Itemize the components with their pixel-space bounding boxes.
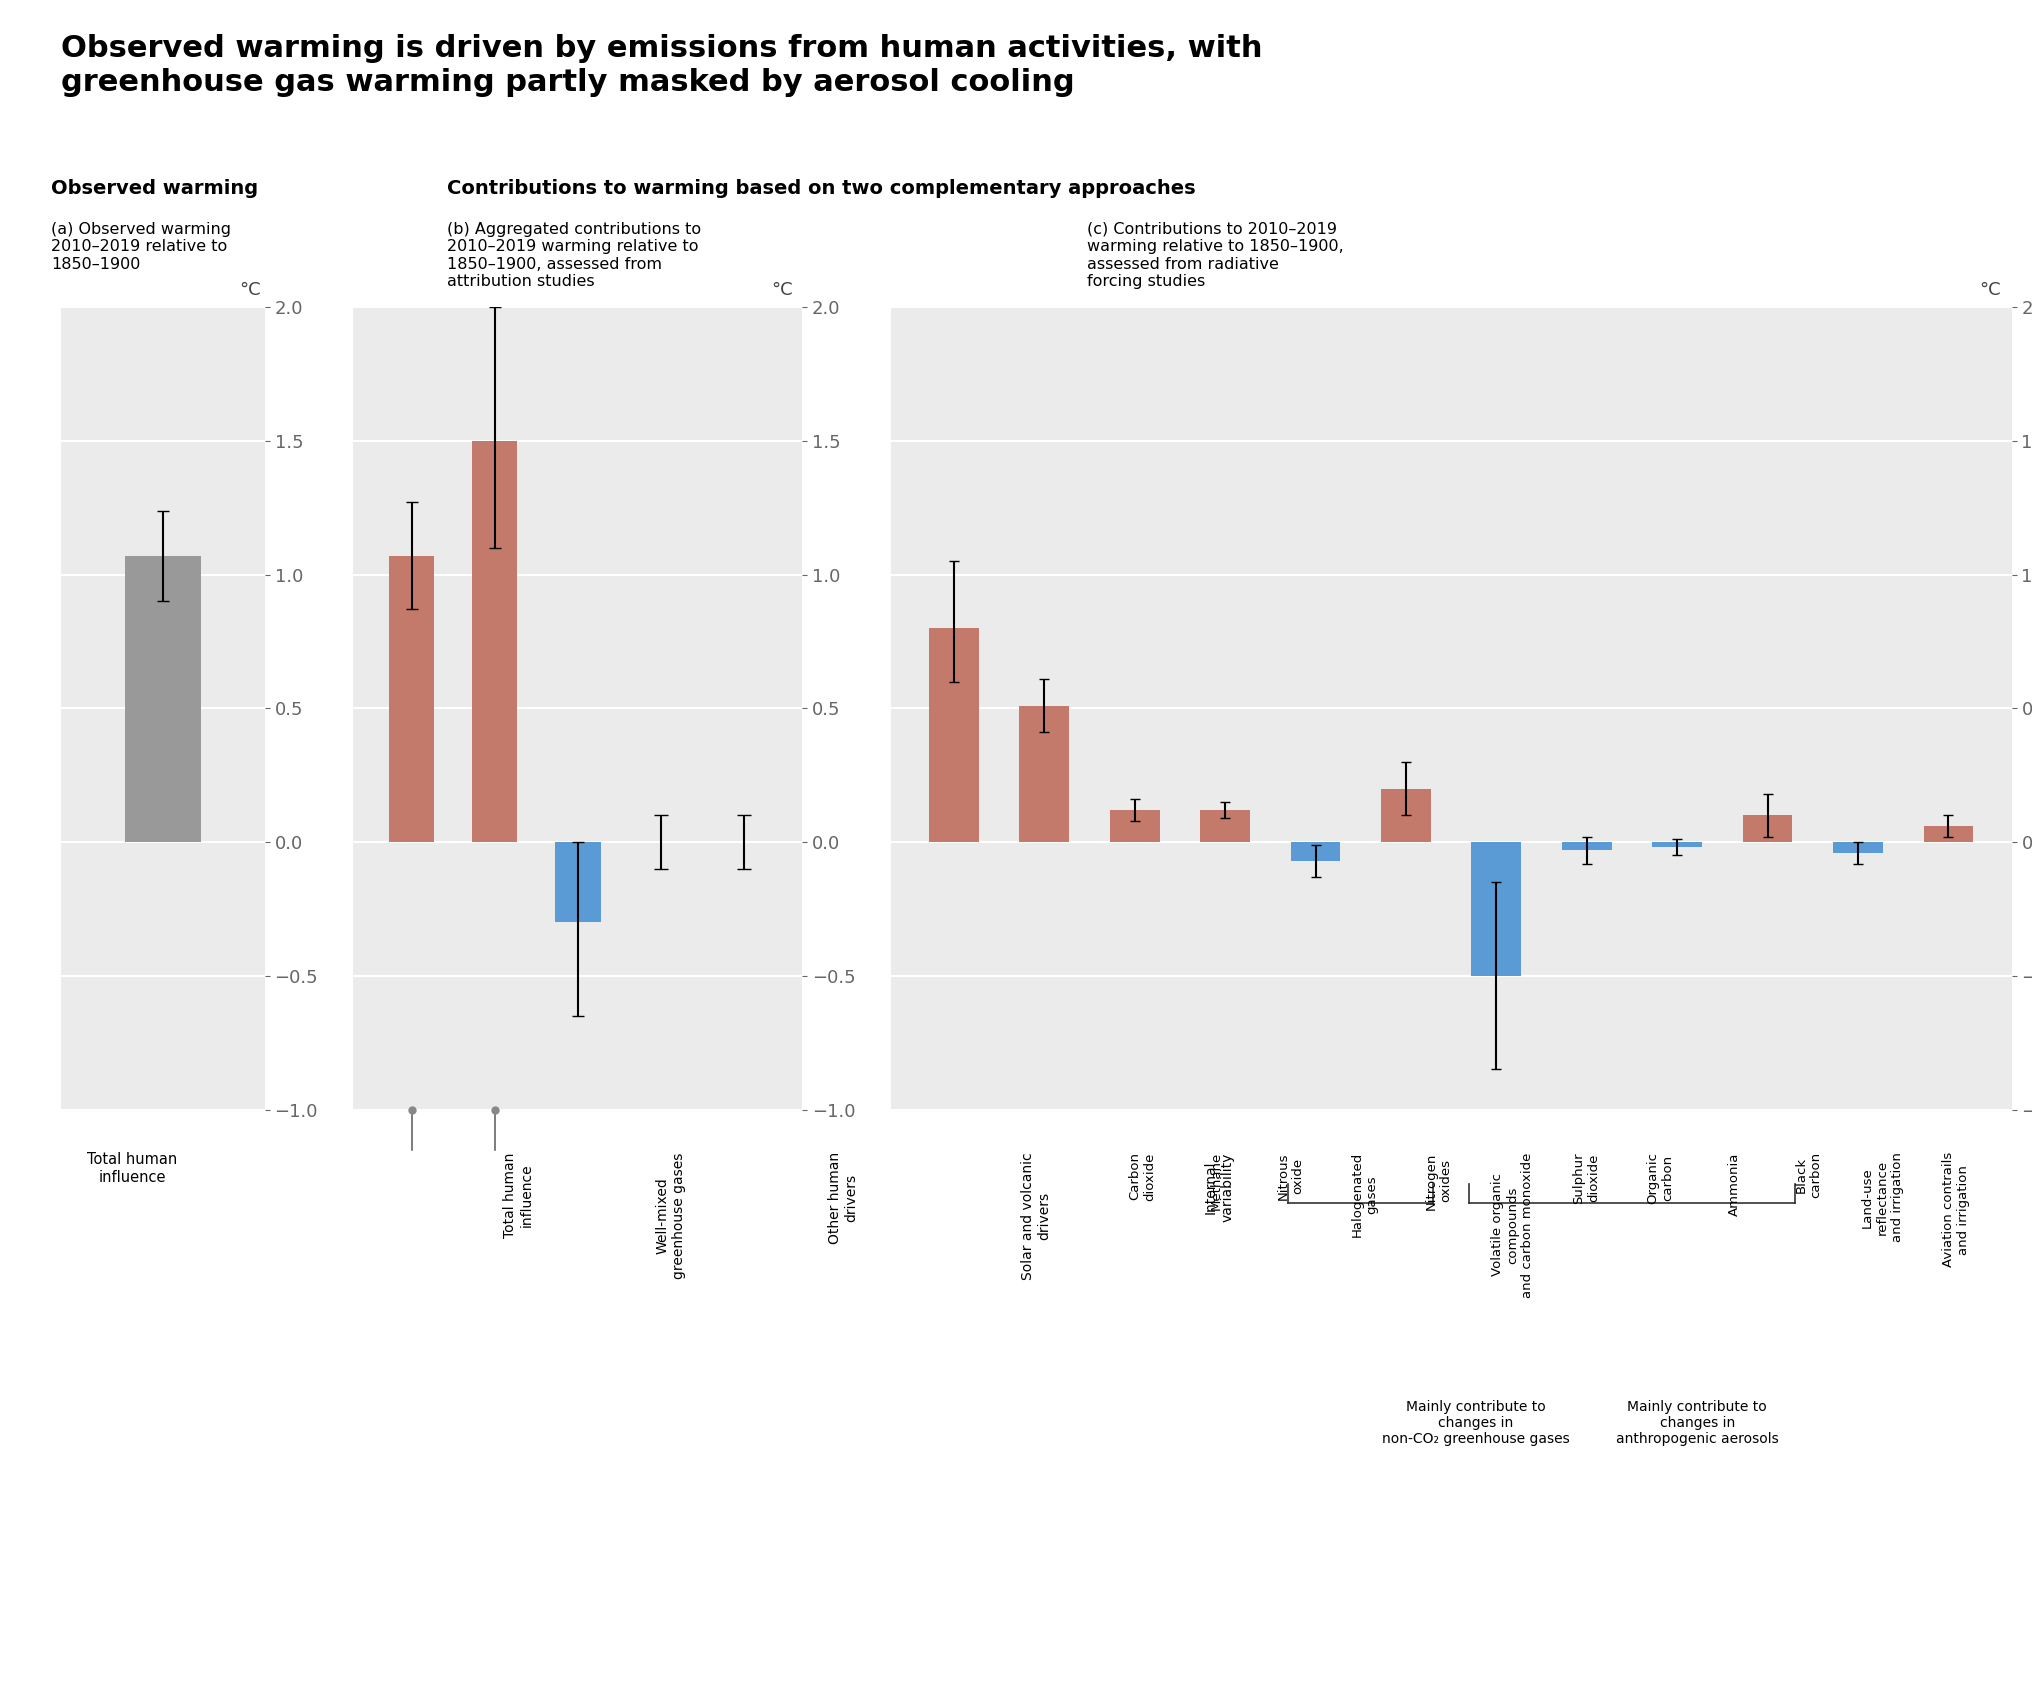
Bar [1563, 842, 1611, 850]
Text: Other human
drivers: Other human drivers [829, 1152, 858, 1244]
Text: Observed warming is driven by emissions from human activities, with
greenhouse g: Observed warming is driven by emissions … [61, 34, 1262, 97]
Text: Land-use
reflectance
and irrigation: Land-use reflectance and irrigation [1861, 1152, 1904, 1243]
Bar [1833, 842, 1884, 854]
Text: (b) Aggregated contributions to
2010–2019 warming relative to
1850–1900, assesse: (b) Aggregated contributions to 2010–201… [447, 222, 701, 288]
Text: Internal
variability: Internal variability [1205, 1152, 1233, 1222]
Text: Nitrogen
oxides: Nitrogen oxides [1424, 1152, 1453, 1210]
Text: °C: °C [240, 282, 260, 299]
Bar [1382, 789, 1431, 842]
Bar [1924, 826, 1973, 842]
Bar [929, 628, 979, 842]
Text: Total human
influence: Total human influence [87, 1152, 177, 1185]
Bar [1743, 816, 1792, 842]
Bar [1290, 842, 1341, 860]
Text: Total human
influence: Total human influence [504, 1152, 532, 1238]
Text: Solar and volcanic
drivers: Solar and volcanic drivers [1022, 1152, 1051, 1280]
Text: Nitrous
oxide: Nitrous oxide [1276, 1152, 1305, 1200]
Text: Sulphur
dioxide: Sulphur dioxide [1573, 1152, 1601, 1203]
Text: (c) Contributions to 2010–2019
warming relative to 1850–1900,
assessed from radi: (c) Contributions to 2010–2019 warming r… [1087, 222, 1343, 288]
Bar [555, 842, 601, 922]
Text: Black
carbon: Black carbon [1794, 1152, 1823, 1198]
Text: Mainly contribute to
changes in
anthropogenic aerosols: Mainly contribute to changes in anthropo… [1615, 1400, 1778, 1446]
Text: Methane: Methane [1211, 1152, 1223, 1210]
Text: Volatile organic
compounds
and carbon monoxide: Volatile organic compounds and carbon mo… [1491, 1152, 1534, 1297]
Bar [388, 556, 435, 842]
Text: Mainly contribute to
changes in
non-CO₂ greenhouse gases: Mainly contribute to changes in non-CO₂ … [1382, 1400, 1569, 1446]
Bar [124, 556, 201, 842]
Text: Organic
carbon: Organic carbon [1646, 1152, 1674, 1203]
Text: °C: °C [772, 282, 792, 299]
Bar [471, 440, 518, 842]
Text: Carbon
dioxide: Carbon dioxide [1128, 1152, 1156, 1200]
Bar [1652, 842, 1703, 847]
Text: Contributions to warming based on two complementary approaches: Contributions to warming based on two co… [447, 179, 1195, 198]
Text: Well-mixed
greenhouse gases: Well-mixed greenhouse gases [656, 1152, 685, 1279]
Text: Observed warming: Observed warming [51, 179, 258, 198]
Bar [1109, 811, 1160, 842]
Bar [1471, 842, 1522, 976]
Text: (a) Observed warming
2010–2019 relative to
1850–1900: (a) Observed warming 2010–2019 relative … [51, 222, 232, 271]
Bar [1201, 811, 1250, 842]
Bar [1020, 705, 1069, 842]
Text: °C: °C [1979, 282, 1999, 299]
Text: Aviation contrails
and irrigation: Aviation contrails and irrigation [1943, 1152, 1971, 1268]
Text: Halogenated
gases: Halogenated gases [1351, 1152, 1378, 1238]
Text: Ammonia: Ammonia [1727, 1152, 1741, 1215]
